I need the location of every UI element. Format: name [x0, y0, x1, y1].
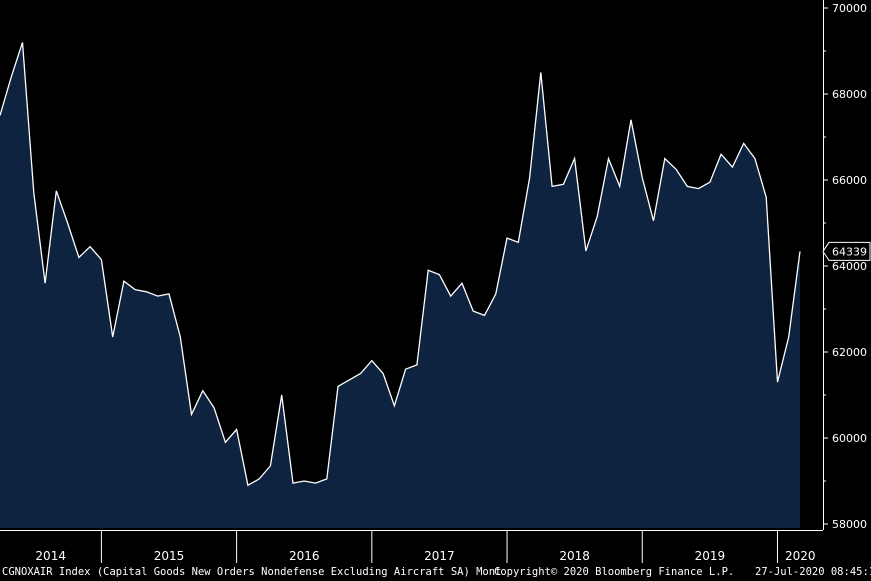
last-value-box [822, 241, 871, 261]
x-year-label: 2016 [289, 549, 320, 563]
series-line [0, 42, 801, 487]
y-tick-label: 64000 [832, 260, 867, 273]
area-fill [0, 42, 800, 529]
x-year-label: 2019 [695, 549, 726, 563]
plot-area [0, 42, 801, 529]
y-tick-label: 60000 [832, 432, 867, 445]
last-value-marker: 64339 [822, 241, 871, 261]
y-tick-label: 66000 [832, 174, 867, 187]
x-year-label: 2015 [154, 549, 185, 563]
footer-copyright: Copyright© 2020 Bloomberg Finance L.P. [494, 566, 735, 578]
y-tick-label: 62000 [832, 346, 867, 359]
footer-timestamp: 27-Jul-2020 08:45:14 [755, 566, 871, 578]
footer: CGNOXAIR Index (Capital Goods New Orders… [0, 563, 871, 581]
footer-description: CGNOXAIR Index (Capital Goods New Orders… [2, 566, 502, 578]
y-tick-label: 58000 [832, 518, 867, 531]
x-year-label: 2018 [559, 549, 590, 563]
x-year-label: 2017 [424, 549, 455, 563]
last-value-label: 64339 [832, 245, 867, 258]
area-chart: 58000 60000 62000 64000 66000 68000 70000 64339… [0, 0, 871, 563]
x-year-label: 2014 [35, 549, 66, 563]
y-tick-label: 70000 [832, 2, 867, 15]
x-year-label: 2020 [785, 549, 816, 563]
x-axis: 2014 2015 2016 2017 2018 2019 2020 [0, 530, 823, 563]
y-axis: 58000 60000 62000 64000 66000 68000 70000 64339 [822, 0, 871, 531]
y-tick-label: 68000 [832, 88, 867, 101]
